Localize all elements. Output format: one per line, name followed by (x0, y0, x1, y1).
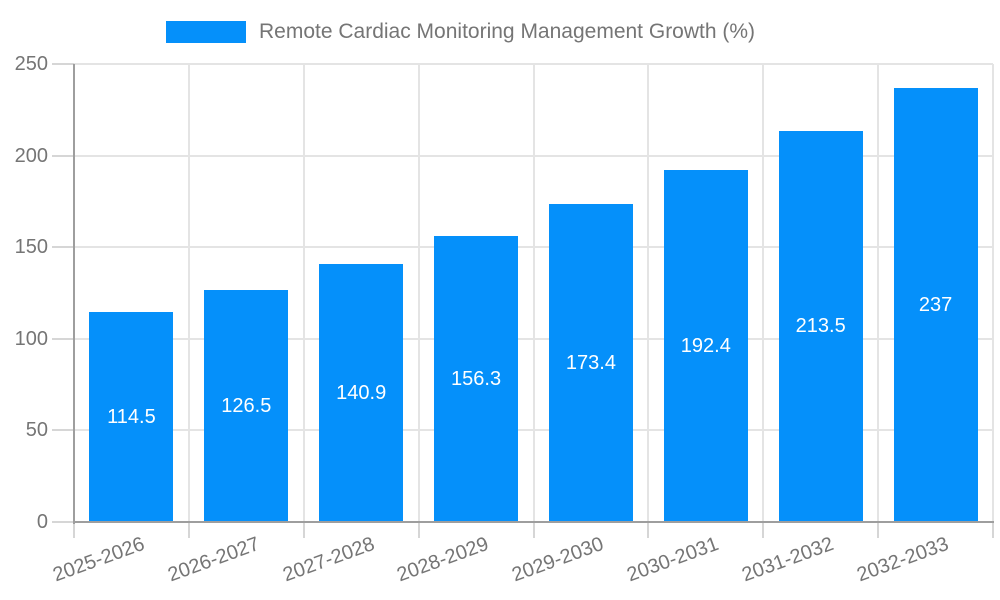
bar-value-label: 192.4 (680, 334, 731, 357)
y-tick-label: 150 (14, 236, 48, 259)
v-gridline (992, 64, 994, 522)
y-tick (52, 63, 74, 65)
legend-label: Remote Cardiac Monitoring Management Gro… (259, 20, 756, 43)
bar (434, 235, 519, 522)
legend-swatch (166, 21, 246, 43)
y-tick (52, 337, 74, 340)
bar (548, 204, 633, 522)
bar-value-label: 114.5 (107, 406, 156, 429)
x-tick (532, 522, 535, 538)
x-tick-label: 2030-2031 (624, 532, 722, 587)
x-tick-label: 2029-2030 (509, 532, 607, 587)
bar-value-label: 173.4 (565, 352, 616, 375)
x-tick (647, 522, 650, 538)
y-tick-label: 100 (14, 327, 48, 350)
y-tick-label: 200 (14, 144, 48, 167)
x-axis-line (73, 521, 994, 523)
x-tick-label: 2032-2033 (854, 532, 952, 587)
x-tick-label: 2025-2026 (49, 532, 148, 587)
y-tick-label: 250 (14, 53, 48, 75)
x-tick (187, 522, 190, 538)
v-gridline (417, 64, 420, 522)
v-gridline (187, 64, 190, 522)
y-tick (52, 429, 74, 432)
v-gridline (877, 64, 880, 522)
x-tick (992, 522, 994, 538)
y-axis-line (73, 64, 75, 524)
bar-value-label: 126.5 (221, 395, 272, 418)
y-tick (52, 521, 74, 523)
x-tick-label: 2028-2029 (394, 532, 492, 587)
v-gridline (302, 64, 305, 522)
bar (663, 169, 748, 522)
bar-value-label: 237 (918, 293, 953, 316)
v-gridline (762, 64, 765, 522)
y-tick-label: 0 (36, 511, 48, 533)
bar (204, 290, 289, 522)
x-tick (877, 522, 880, 538)
bar (89, 312, 174, 522)
bar-value-label: 140.9 (336, 381, 387, 404)
x-tick-label: 2026-2027 (164, 532, 263, 587)
y-tick (52, 246, 74, 249)
x-tick-label: 2027-2028 (279, 532, 378, 587)
x-tick (417, 522, 420, 538)
bar (319, 263, 404, 522)
x-tick (762, 522, 765, 538)
x-tick-label: 2031-2032 (739, 532, 837, 587)
v-gridline (647, 64, 650, 522)
v-gridline (532, 64, 535, 522)
bar-value-label: 156.3 (451, 367, 502, 390)
x-tick (73, 522, 75, 538)
bar (893, 87, 978, 522)
y-tick (52, 154, 74, 157)
bar-value-label: 213.5 (795, 315, 846, 338)
x-tick (302, 522, 305, 538)
bar (778, 130, 863, 522)
y-tick-label: 50 (25, 419, 48, 442)
